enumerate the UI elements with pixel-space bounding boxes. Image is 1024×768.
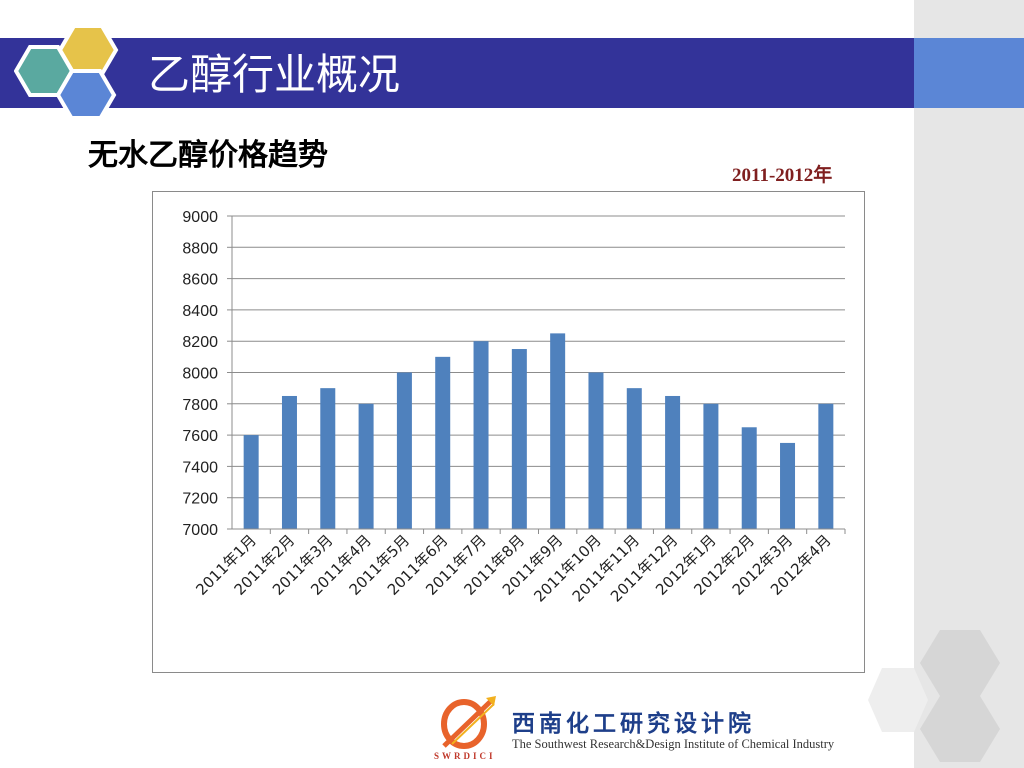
- bar-7: [511, 349, 527, 529]
- y-tick-label-5: 8000: [182, 366, 218, 383]
- decorative-hexagons: [868, 630, 1000, 762]
- bar-1: [281, 395, 297, 529]
- bar-15: [818, 403, 834, 529]
- bar-chart: 7000 7200 7400 7600 7800 8000 8200 8400 8600 8800…: [152, 191, 865, 673]
- y-tick-label-3: 7600: [182, 428, 218, 445]
- bar-14: [780, 442, 796, 529]
- y-tick-label-4: 7800: [182, 397, 218, 414]
- y-tick-label-9: 8800: [182, 240, 218, 257]
- bar-10: [626, 388, 642, 529]
- bar-8: [550, 333, 566, 529]
- slide-title: 乙醇行业概况: [148, 50, 401, 99]
- y-tick-label-6: 8200: [182, 334, 218, 351]
- bar-13: [741, 427, 757, 529]
- title-bar-accent: [914, 38, 1024, 108]
- slide-subtitle: 无水乙醇价格趋势: [88, 138, 328, 173]
- institute-logo-icon: [441, 696, 496, 749]
- y-tick-label-1: 7200: [182, 491, 218, 508]
- institute-name-cn: 西南化工研究设计院: [512, 710, 755, 737]
- bar-9: [588, 372, 604, 529]
- bar-4: [396, 372, 412, 529]
- logo-abbreviation: SWRDICI: [434, 751, 496, 761]
- institute-name-en: The Southwest Research&Design Institute …: [512, 737, 835, 751]
- y-tick-label-7: 8400: [182, 303, 218, 320]
- y-tick-label-2: 7400: [182, 459, 218, 476]
- bar-11: [665, 395, 681, 529]
- bar-3: [358, 403, 374, 529]
- bar-5: [435, 356, 451, 529]
- y-tick-label-8: 8600: [182, 272, 218, 289]
- bar-chart-svg: 7000 7200 7400 7600 7800 8000 8200 8400 8600 8800…: [182, 209, 846, 606]
- year-range-label: 2011-2012年: [732, 165, 833, 186]
- hexagon-cluster-icon: [14, 24, 119, 116]
- hexagon-blue-icon: [55, 69, 117, 116]
- y-tick-label-10: 9000: [182, 209, 218, 226]
- bar-2: [320, 388, 336, 529]
- bar-6: [473, 341, 489, 529]
- y-tick-label-0: 7000: [182, 522, 218, 539]
- bar-12: [703, 403, 719, 529]
- bar-0: [243, 435, 259, 529]
- title-bar: [0, 38, 914, 108]
